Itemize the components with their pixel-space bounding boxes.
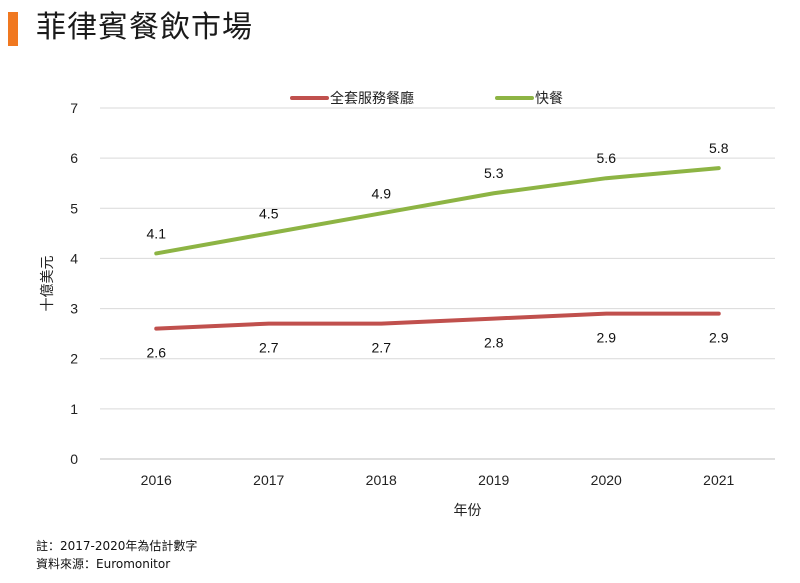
y-tick-label: 5: [70, 200, 78, 216]
data-point: [380, 323, 382, 325]
data-point: [605, 313, 607, 315]
data-point: [268, 323, 270, 325]
data-point: [380, 212, 382, 214]
data-label: 5.8: [709, 140, 729, 156]
data-label: 5.6: [597, 150, 617, 166]
data-point: [493, 192, 495, 194]
title-accent-bar: [8, 12, 18, 46]
data-label: 4.5: [259, 205, 279, 221]
data-label: 2.8: [484, 335, 504, 351]
data-label: 2.7: [259, 340, 279, 356]
data-point: [605, 177, 607, 179]
x-tick-label: 2020: [591, 472, 622, 488]
gridlines: [100, 107, 775, 460]
y-tick-label: 2: [70, 351, 78, 367]
y-axis-ticks: 0 1 2 3 4 5 6 7: [70, 100, 78, 467]
series-line: [154, 166, 721, 256]
data-label: 2.9: [597, 330, 617, 346]
data-label: 2.7: [372, 340, 392, 356]
x-tick-label: 2018: [366, 472, 397, 488]
data-labels: 2.6 2.7 2.7 2.8 2.9 2.9 4.1 4.5 4.9 5.3 5.6 5.8: [147, 140, 729, 360]
x-tick-label: 2017: [253, 472, 284, 488]
source-note: 資料來源：Euromonitor: [36, 557, 171, 571]
data-point: [718, 167, 720, 169]
x-axis-label: 年份: [454, 502, 482, 518]
x-tick-label: 2021: [703, 472, 734, 488]
data-label: 2.6: [147, 345, 167, 361]
y-axis-label: 十億美元: [39, 256, 55, 312]
data-label: 5.3: [484, 165, 504, 181]
y-tick-label: 0: [70, 451, 78, 467]
y-tick-label: 1: [70, 401, 78, 417]
y-tick-label: 6: [70, 150, 78, 166]
legend: 全套服務餐廳 快餐: [290, 90, 563, 106]
series-lines: [154, 166, 721, 331]
footnote: 註：2017-2020年為估計數字: [36, 539, 198, 553]
y-tick-label: 3: [70, 301, 78, 317]
data-label: 2.9: [709, 330, 729, 346]
y-tick-label: 7: [70, 100, 78, 116]
data-point: [268, 232, 270, 234]
legend-label: 全套服務餐廳: [330, 90, 414, 106]
data-point: [718, 313, 720, 315]
data-point: [155, 328, 157, 330]
data-point: [155, 252, 157, 254]
series-line: [154, 311, 721, 331]
x-axis-ticks: 2016 2017 2018 2019 2020 2021: [141, 472, 735, 488]
x-tick-label: 2016: [141, 472, 172, 488]
page-title: 菲律賓餐飲市場: [36, 10, 253, 45]
legend-label: 快餐: [535, 90, 563, 106]
y-tick-label: 4: [70, 250, 78, 266]
data-label: 4.9: [372, 185, 392, 201]
x-tick-label: 2019: [478, 472, 509, 488]
data-label: 4.1: [147, 225, 167, 241]
data-point: [493, 318, 495, 320]
